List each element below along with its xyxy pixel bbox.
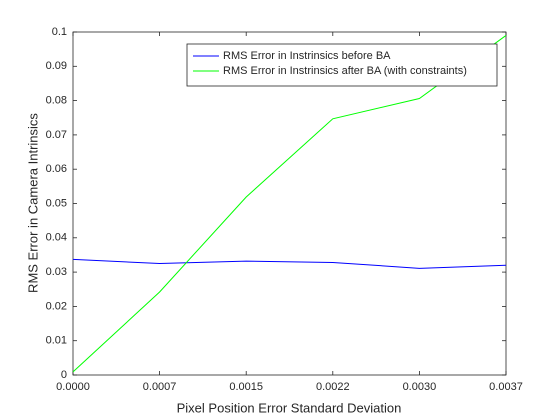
y-tick-label: 0.02 [46,300,67,312]
y-tick-label: 0.03 [46,266,67,278]
legend-box [186,43,498,87]
series-line [72,35,507,373]
legend-label: RMS Error in Instrinsics before BA [223,50,391,62]
y-tick-label: 0 [61,369,67,381]
y-tick-label: 0.06 [46,163,67,175]
y-tick-label: 0.05 [46,197,67,209]
x-tick-label: 0.0030 [403,381,437,393]
y-tick-label: 0.04 [46,232,67,244]
series-line [72,258,507,269]
y-tick-label: 0.08 [46,95,67,107]
x-tick-label: 0.0015 [229,381,263,393]
y-axis-label: RMS Error in Camera Intrinsics [25,113,40,293]
plot-area [72,31,507,376]
legend-label: RMS Error in Instrinsics after BA (with … [223,65,467,77]
y-tick-label: 0.1 [52,26,67,38]
x-tick-label: 0.0000 [56,381,90,393]
y-tick-label: 0.07 [46,129,67,141]
x-axis-label: Pixel Position Error Standard Deviation [177,400,402,415]
x-tick-label: 0.0037 [489,381,523,393]
x-tick-label: 0.0007 [143,381,177,393]
y-tick-label: 0.01 [46,335,67,347]
x-tick-label: 0.0022 [316,381,350,393]
y-tick-label: 0.09 [46,60,67,72]
